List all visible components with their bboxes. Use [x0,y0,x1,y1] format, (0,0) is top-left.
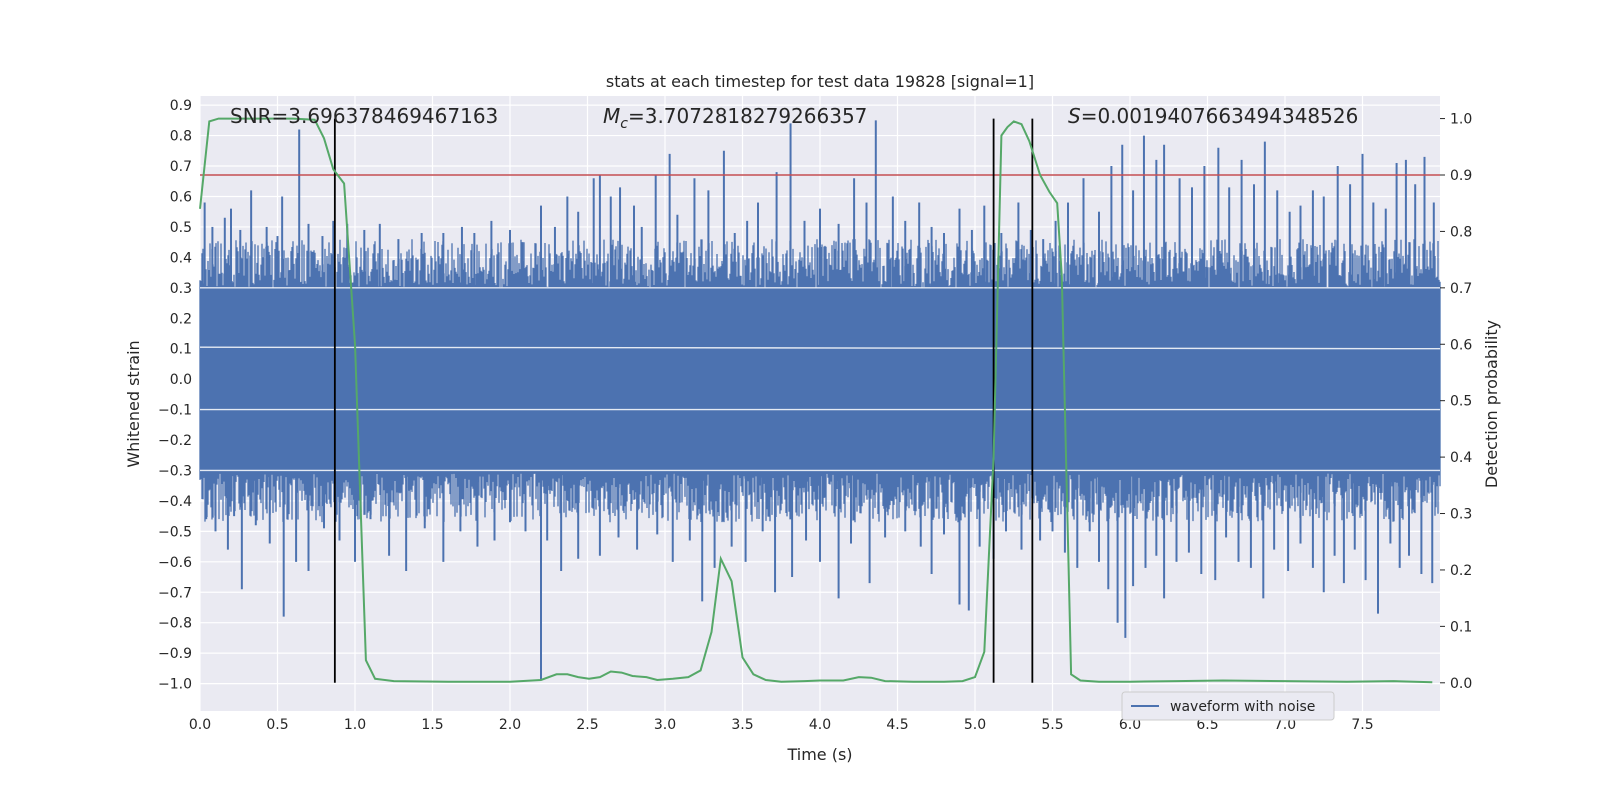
x-tick-label: 7.5 [1351,717,1373,733]
mc-subscript: c [620,116,628,132]
x-tick-label: 7.0 [1274,717,1296,733]
y-right-tick-label: 0.2 [1450,563,1472,579]
x-tick-label: 6.0 [1119,717,1141,733]
s-value: =0.0019407663494348526 [1081,104,1359,128]
x-axis-label: Time (s) [786,745,852,764]
x-tick-label: 4.5 [886,717,908,733]
x-tick-label: 5.0 [964,717,986,733]
y-right-tick-label: 0.9 [1450,168,1472,184]
x-tick-label: 5.5 [1041,717,1063,733]
y-tick-label: −0.1 [158,403,192,419]
y-right-tick-label: 0.0 [1450,676,1472,692]
snr-annotation: SNR=3.696378469467163 [230,104,498,128]
y-tick-label: −1.0 [158,677,192,693]
y-tick-label: 0.1 [170,342,192,358]
probability-series [199,117,1433,684]
y-tick-label: 0.5 [170,220,192,236]
x-tick-label: 4.0 [809,717,831,733]
y-right-tick-label: 0.6 [1450,337,1472,353]
s-symbol: S [1068,104,1081,128]
x-tick-label: 1.5 [421,717,443,733]
y-tick-label: −0.5 [158,524,192,540]
waveform-core [200,287,1440,474]
y-tick-label: 0.4 [170,250,192,266]
mc-value: =3.7072818279266357 [628,104,867,128]
y-axis-label: Whitened strain [124,340,143,467]
y-tick-label: 0.8 [170,129,192,145]
y-right-tick-label: 0.7 [1450,281,1472,297]
x-tick-label: 0.0 [189,717,211,733]
x-tick-label: 3.5 [731,717,753,733]
legend-box [1121,691,1335,721]
y-tick-label: 0.6 [170,189,192,205]
axis-ticks: 0.0 0.5 1.0 1.5 2.0 2.5 3.0 3.5 4.0 4.5 5.0 5.5 6.0 6… [158,98,1472,733]
y-tick-label: −0.9 [158,646,192,662]
grid-overlay-line [199,346,1441,350]
y-right-tick-label: 1.0 [1450,112,1472,128]
s-annotation: S=0.0019407663494348526 [1068,104,1358,128]
legend-label: waveform with noise [1170,699,1315,715]
x-tick-label: 1.0 [344,717,366,733]
y-tick-label: 0.9 [170,98,192,114]
y-tick-label: 0.3 [170,281,192,297]
y-tick-label: 0.7 [170,159,192,175]
mc-annotation: Mc=3.7072818279266357 [603,104,867,132]
mc-symbol: M [603,104,620,128]
y-tick-label: −0.4 [158,494,192,510]
y-tick-label: 0.0 [170,372,192,388]
probability-line [199,117,1433,684]
legend: waveform with noise [1121,691,1335,721]
overlay-lines [199,118,1441,683]
x-tick-label: 2.0 [499,717,521,733]
y-right-tick-label: 0.3 [1450,507,1472,523]
y-right-tick-label: 0.8 [1450,224,1472,240]
y-tick-label: −0.2 [158,433,192,449]
y-tick-label: −0.3 [158,463,192,479]
y-tick-label: −0.7 [158,585,192,601]
x-tick-label: 0.5 [266,717,288,733]
x-tick-label: 2.5 [576,717,598,733]
x-tick-label: 3.0 [654,717,676,733]
x-tick-label: 6.5 [1196,717,1218,733]
y-right-tick-label: 0.4 [1450,450,1472,466]
y-right-tick-label: 0.1 [1450,619,1472,635]
waveform-series [199,120,1441,681]
y-right-tick-label: 0.5 [1450,394,1472,410]
chart-title: stats at each timestep for test data 198… [606,72,1034,91]
y-tick-label: 0.2 [170,311,192,327]
y-axis-right-label: Detection probability [1482,320,1501,488]
y-tick-label: −0.8 [158,616,192,632]
y-tick-label: −0.6 [158,555,192,571]
